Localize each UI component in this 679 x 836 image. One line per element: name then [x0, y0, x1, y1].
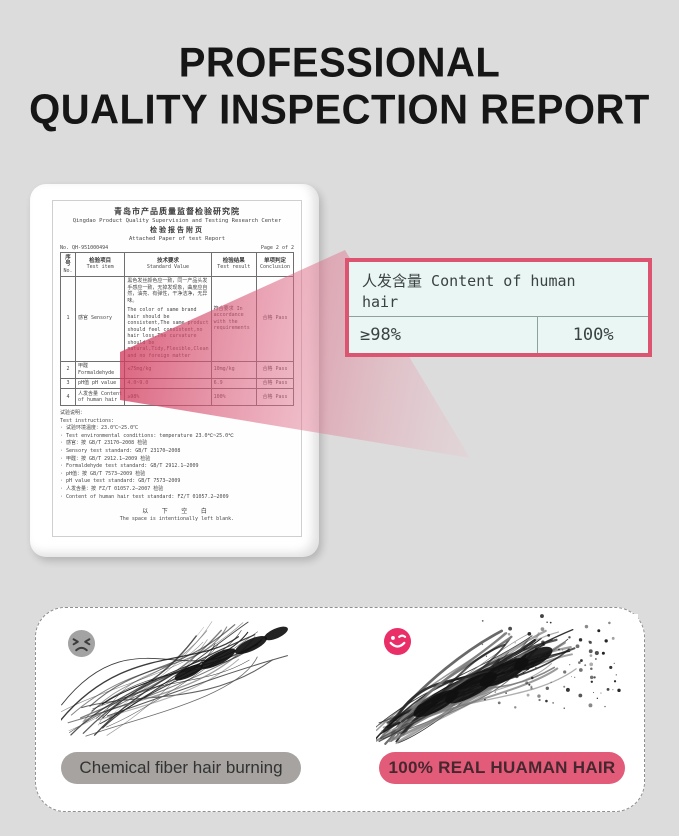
- instruction-line: 试验环境温度：23.0℃~25.0℃: [60, 425, 294, 433]
- report-number: No. QH-951000494: [60, 245, 109, 251]
- instruction-line: 人发含量：按 FZ/T 01057.2—2007 检验: [60, 486, 294, 494]
- title-line-1: PROFESSIONAL: [178, 39, 501, 87]
- instruction-line: Content of human hair test standard: FZ/…: [60, 494, 294, 502]
- chemical-fiber-hair-image: [57, 614, 301, 750]
- real-human-hair-label: 100% REAL HUAMAN HAIR: [379, 752, 625, 784]
- comparison-panel: Chemical fiber hair burning 100% REAL HU…: [35, 607, 645, 812]
- instruction-line: pH值：按 GB/T 7573—2009 检验: [60, 471, 294, 479]
- report-meta: No. QH-951000494 Page 2 of 2: [60, 245, 294, 251]
- instruction-line: Formaldehyde test standard: GB/T 2912.1—…: [60, 463, 294, 471]
- callout-title: 人发含量 Content of human hair: [349, 262, 577, 313]
- table-row: 1 感官 Sensory 黑色发丝颜色应一致，同一产品头发手感应一致，无掉发现象…: [60, 275, 295, 362]
- report-tablet-frame: 青岛市产品质量监督检验研究院 Qingdao Product Quality S…: [30, 184, 319, 557]
- callout-standard-value: ≥98%: [360, 325, 401, 345]
- table-row: 3 pH值 pH value 4.0~9.0 6.9 合格 Pass: [60, 377, 295, 389]
- smiley-face-icon: [383, 627, 412, 656]
- test-instructions: 试验说明： Test instructions: 试验环境温度：23.0℃~25…: [60, 410, 294, 501]
- callout-box: 人发含量 Content of human hair ≥98% 100%: [345, 258, 652, 357]
- instruction-line: 感官：按 GB/T 23170—2008 检验: [60, 440, 294, 448]
- table-row: 2 甲醛 Formaldehyde ≤75mg/kg 10mg/kg 合格 Pa…: [60, 360, 295, 379]
- page-title: PROFESSIONAL QUALITY INSPECTION REPORT: [0, 40, 679, 134]
- report-paper: 青岛市产品质量监督检验研究院 Qingdao Product Quality S…: [52, 200, 302, 537]
- instructions-title-cn: 试验说明：: [60, 410, 86, 416]
- report-doc-en: Attached Paper of test Report: [128, 236, 226, 242]
- callout-values: ≥98% 100%: [349, 316, 648, 353]
- title-line-2: QUALITY INSPECTION REPORT: [29, 86, 650, 134]
- report-org-en: Qingdao Product Quality Supervision and …: [72, 218, 282, 224]
- report-table: 序号 No. 检验项目 Test item 技术要求 Standard Value 检…: [60, 252, 295, 406]
- callout-title-cn: 人发含量: [362, 272, 423, 290]
- table-header-row: 序号 No. 检验项目 Test item 技术要求 Standard Value 检…: [60, 252, 295, 277]
- report-org-cn: 青岛市产品质量监督检验研究院: [114, 207, 240, 216]
- instructions-title-en: Test instructions:: [60, 417, 115, 424]
- chemical-fiber-label: Chemical fiber hair burning: [61, 752, 301, 784]
- callout-test-result: 100%: [537, 317, 648, 353]
- instruction-line: 甲醛：按 GB/T 2912.1—2009 检验: [60, 456, 294, 464]
- sad-face-icon: [67, 629, 96, 658]
- report-page-info: Page 2 of 2: [260, 245, 294, 251]
- report-footer: 以 下 空 白 The space is intentionally left …: [119, 508, 235, 523]
- instruction-line: pH value test standard: GB/T 7573—2009: [60, 478, 294, 486]
- instruction-line: Sensory test standard: GB/T 23170—2008: [60, 448, 294, 456]
- real-human-hair-image: [374, 614, 638, 750]
- report-doc-cn: 检验报告附页: [150, 226, 204, 234]
- table-row: 4 人发含量 Content of human hair ≥98% 100% 合…: [60, 388, 295, 406]
